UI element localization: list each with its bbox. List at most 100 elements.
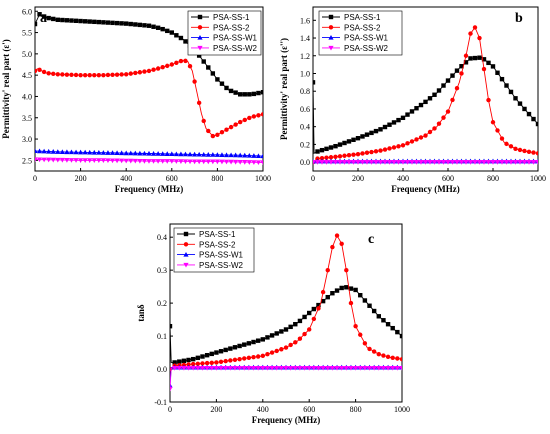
- data-point: [517, 147, 523, 153]
- data-point: [215, 132, 220, 137]
- data-point: [386, 160, 393, 165]
- data-point: [400, 160, 406, 165]
- data-point: [227, 365, 233, 371]
- y-tick-label: 5.5: [22, 29, 32, 38]
- data-point: [477, 35, 482, 41]
- data-point: [367, 346, 372, 352]
- data-point: [35, 21, 38, 27]
- legend-entry: PSA-SS-1: [213, 13, 250, 22]
- data-point: [191, 361, 196, 367]
- data-point: [404, 160, 411, 165]
- data-point: [128, 21, 133, 27]
- data-point: [405, 112, 410, 117]
- series-PSA-SS-1: [35, 12, 263, 97]
- data-point: [472, 25, 478, 30]
- data-point: [60, 17, 65, 23]
- series-PSA-SS-1: [170, 285, 402, 365]
- data-point: [512, 160, 519, 165]
- x-tick-label: 200: [75, 174, 87, 183]
- legend-swatch-marker: [197, 14, 203, 20]
- data-point: [423, 133, 428, 138]
- legend-swatch-marker: [183, 231, 189, 237]
- data-point: [325, 365, 331, 371]
- data-point: [192, 159, 198, 165]
- legend-swatch-marker: [183, 262, 189, 268]
- data-point: [142, 23, 147, 28]
- data-point: [174, 60, 179, 66]
- data-point: [459, 64, 464, 69]
- data-point: [251, 339, 256, 345]
- data-point: [256, 90, 261, 96]
- y-tick-label: 3.5: [22, 114, 32, 123]
- data-point: [265, 335, 270, 340]
- data-point: [201, 118, 206, 124]
- data-point: [503, 160, 510, 165]
- data-point: [350, 160, 357, 165]
- data-point: [450, 73, 455, 78]
- data-point: [387, 146, 392, 151]
- data-point: [371, 349, 377, 354]
- data-point: [233, 152, 239, 158]
- data-point: [251, 354, 256, 360]
- data-point: [78, 72, 83, 78]
- data-point: [64, 158, 70, 163]
- x-tick-label: 400: [257, 405, 269, 414]
- data-point: [302, 314, 307, 320]
- data-point: [223, 365, 229, 371]
- data-point: [468, 56, 473, 61]
- data-point: [251, 153, 257, 158]
- data-point: [436, 88, 442, 93]
- data-point: [315, 156, 320, 161]
- data-point: [260, 160, 263, 166]
- y-tick-label: 0.8: [300, 87, 310, 96]
- data-point: [109, 150, 116, 155]
- x-tick-label: 800: [211, 174, 223, 183]
- data-point: [201, 59, 206, 64]
- data-point: [269, 350, 275, 355]
- data-point: [467, 160, 474, 165]
- data-point: [137, 158, 143, 164]
- x-tick-label: 200: [352, 174, 364, 183]
- data-point: [351, 137, 356, 142]
- y-tick-label: 1.0: [300, 69, 310, 78]
- x-tick-label: 800: [350, 405, 362, 414]
- data-point: [269, 333, 275, 338]
- data-point: [181, 358, 187, 363]
- data-point: [495, 70, 500, 75]
- y-axis-label: Permittivity' real part (ε''): [279, 38, 289, 140]
- legend-swatch-marker: [197, 45, 203, 51]
- data-point: [101, 72, 106, 78]
- data-point: [178, 58, 184, 64]
- series-PSA-SS-W1: [35, 148, 263, 159]
- data-point: [382, 147, 388, 152]
- data-point: [283, 365, 289, 371]
- data-point: [255, 160, 262, 165]
- data-point: [314, 160, 321, 165]
- data-point: [391, 160, 397, 165]
- data-point: [223, 159, 230, 165]
- data-point: [41, 157, 47, 163]
- data-point: [96, 158, 102, 163]
- data-point: [307, 310, 312, 316]
- series-line: [170, 286, 402, 363]
- data-point: [242, 152, 248, 158]
- data-point: [333, 154, 338, 160]
- data-point: [337, 142, 343, 147]
- data-point: [87, 19, 92, 24]
- data-point: [214, 159, 220, 165]
- data-point: [82, 149, 88, 155]
- data-point: [210, 159, 216, 165]
- data-point: [378, 127, 383, 132]
- data-point: [311, 306, 317, 312]
- data-point: [458, 160, 465, 165]
- x-tick-label: 1000: [394, 405, 410, 414]
- data-point: [242, 117, 247, 123]
- data-point: [269, 365, 275, 371]
- data-point: [341, 160, 348, 165]
- data-point: [339, 285, 344, 291]
- data-point: [237, 159, 243, 165]
- series-PSA-SS-1: [313, 55, 538, 155]
- x-tick-label: 600: [166, 174, 178, 183]
- data-point: [409, 160, 415, 165]
